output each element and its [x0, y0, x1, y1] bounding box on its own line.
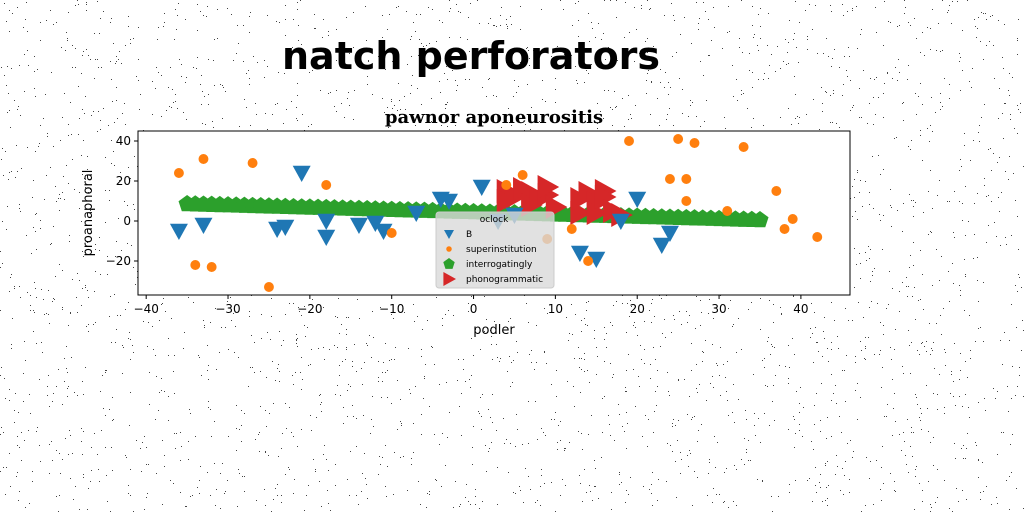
- legend-label: interrogatingly: [466, 260, 533, 270]
- series-superinstitution: [173, 134, 823, 292]
- data-point: [439, 193, 458, 210]
- data-point: [194, 217, 213, 234]
- y-axis-label: proanaphoral: [81, 170, 96, 257]
- data-point: [611, 213, 630, 230]
- data-point: [263, 282, 274, 292]
- y-axis-ticks: −20 0 20 40: [106, 134, 138, 268]
- data-point: [681, 174, 692, 184]
- data-point: [317, 213, 336, 230]
- data-point: [472, 179, 491, 196]
- legend-marker: [446, 246, 452, 252]
- x-axis-label: podler: [473, 323, 515, 338]
- legend-item: interrogatingly: [443, 258, 533, 270]
- data-point: [317, 229, 336, 246]
- data-point: [386, 228, 397, 238]
- data-point: [276, 219, 295, 236]
- data-point: [566, 224, 577, 234]
- data-point: [624, 136, 634, 146]
- data-point: [169, 223, 188, 240]
- legend-title: oclock: [480, 215, 509, 225]
- y-tick-label: 20: [116, 174, 131, 188]
- x-tick-label: −30: [215, 302, 240, 316]
- series-phonogrammatic: [496, 175, 633, 227]
- data-point: [722, 206, 733, 216]
- data-point: [594, 185, 617, 209]
- legend-box: [435, 211, 555, 289]
- legend-label: phonogrammatic: [466, 275, 543, 285]
- data-marks: [169, 134, 823, 292]
- data-point: [321, 180, 332, 190]
- x-tick-label: 30: [711, 302, 726, 316]
- legend-label: B: [466, 230, 472, 240]
- legend-item: superinstitution: [446, 245, 537, 255]
- data-point: [665, 174, 675, 184]
- data-point: [206, 262, 217, 272]
- data-point: [537, 175, 560, 199]
- legend-marker: [443, 258, 455, 269]
- figure-suptitle: natch perforators: [282, 34, 661, 78]
- x-tick-label: 40: [793, 302, 808, 316]
- data-point: [517, 170, 528, 180]
- legend-item: phonogrammatic: [443, 272, 543, 286]
- y-tick-label: 0: [123, 214, 131, 228]
- data-point: [407, 205, 426, 222]
- data-point: [501, 180, 512, 190]
- data-point: [751, 211, 769, 228]
- data-point: [587, 251, 606, 268]
- x-tick-label: −10: [379, 302, 404, 316]
- data-point: [628, 191, 647, 208]
- data-point: [173, 168, 184, 178]
- data-point: [771, 186, 782, 196]
- data-point: [779, 224, 790, 234]
- data-point: [374, 223, 393, 240]
- data-point: [247, 158, 258, 168]
- x-tick-label: −40: [134, 302, 159, 316]
- data-point: [586, 201, 609, 225]
- chart-title: pawnor aponeurositis: [385, 107, 603, 128]
- legend-marker: [443, 272, 456, 286]
- data-point: [583, 256, 594, 266]
- data-point: [738, 142, 749, 152]
- data-point: [673, 134, 684, 144]
- legend-label: superinstitution: [466, 245, 537, 255]
- x-axis-ticks: −40 −30 −20 −10 0 10 20 30 40: [134, 295, 809, 316]
- data-point: [349, 217, 368, 234]
- data-point: [812, 232, 823, 242]
- data-point: [292, 165, 311, 182]
- legend-marker: [444, 230, 454, 239]
- data-point: [660, 225, 679, 242]
- data-point: [787, 214, 798, 224]
- series-interrogatingly: [178, 195, 769, 228]
- data-point: [570, 245, 589, 262]
- x-tick-label: −20: [297, 302, 322, 316]
- y-tick-label: −20: [106, 254, 131, 268]
- x-tick-label: 20: [630, 302, 645, 316]
- data-point: [652, 237, 671, 254]
- data-point: [190, 260, 201, 270]
- data-point: [198, 154, 209, 164]
- data-point: [689, 138, 700, 148]
- y-tick-label: 40: [116, 134, 131, 148]
- data-point: [681, 196, 692, 206]
- legend-item: B: [444, 230, 472, 240]
- x-tick-label: 10: [548, 302, 563, 316]
- x-tick-label: 0: [470, 302, 478, 316]
- data-point: [570, 201, 592, 225]
